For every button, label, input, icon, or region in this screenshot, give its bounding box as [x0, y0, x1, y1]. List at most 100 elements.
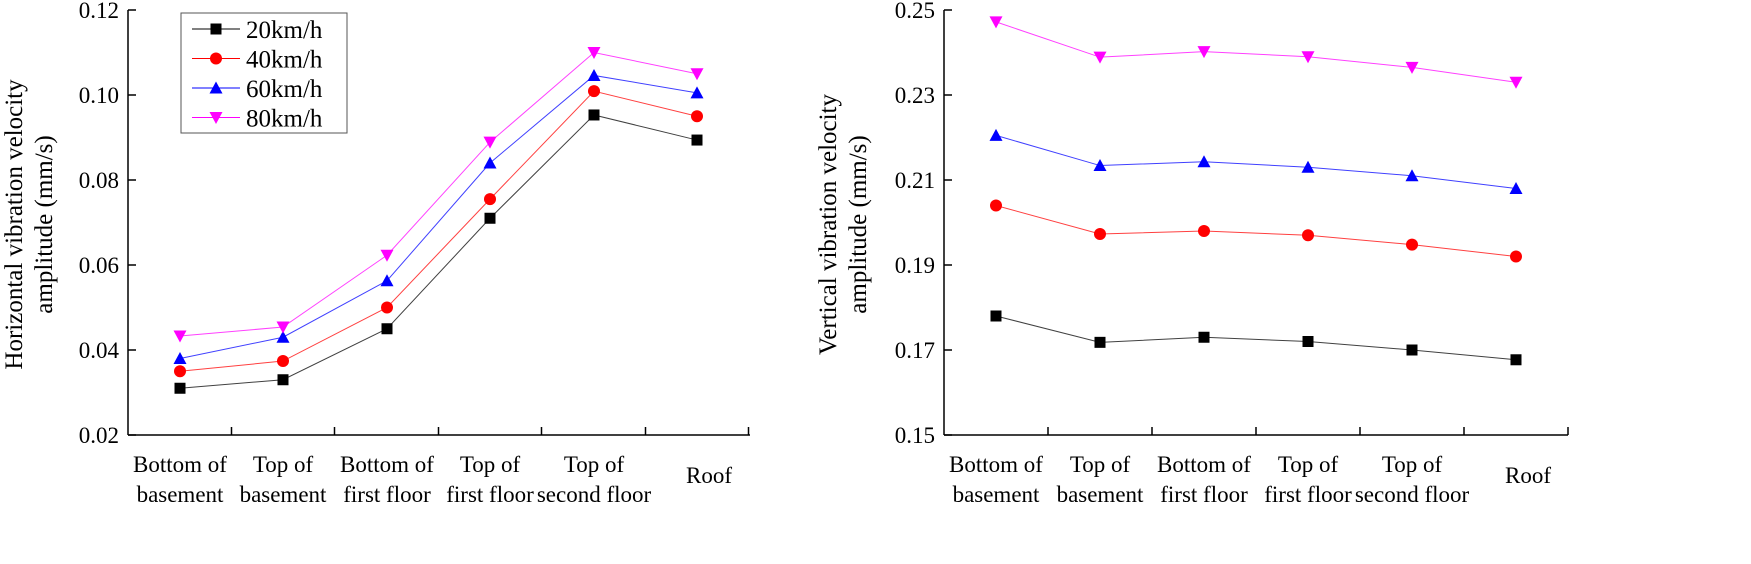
x-tick-label: first floor: [1160, 482, 1248, 507]
data-point: [1406, 344, 1418, 356]
chart-1: 0.02 0.04 0.06 0.08 0.10 0.12 Bottom of basemen…: [1, 0, 750, 507]
y-tick-label: 0.23: [895, 83, 935, 108]
data-point: [483, 136, 497, 149]
x-tick-label: Top of: [460, 452, 521, 477]
data-point: [1094, 227, 1106, 240]
data-point: [277, 355, 289, 368]
series-40km/h: [990, 199, 1522, 263]
data-point: [277, 374, 289, 386]
y-tick-label: 0.17: [895, 338, 935, 363]
series-line: [179, 74, 698, 359]
x-tick-label: Bottom of: [133, 452, 227, 477]
x-tick-label: basement: [240, 482, 327, 507]
y-tick-label: 0.04: [79, 338, 120, 363]
data-point: [1198, 331, 1210, 343]
legend-marker: [210, 52, 222, 65]
data-point: [990, 199, 1002, 212]
data-point: [1093, 159, 1107, 172]
chart-2: 0.15 0.17 0.19 0.21 0.23 0.25 Bottom of basemen…: [815, 0, 1569, 507]
x-tick-label: Bottom of: [949, 452, 1043, 477]
x-tick-label: Top of: [253, 452, 314, 477]
x-tick-label: Top of: [564, 452, 625, 477]
y-axis-title: Horizontal vibration velocity: [1, 79, 28, 370]
data-point: [1197, 155, 1211, 168]
data-point: [174, 365, 186, 378]
y-axis-title: amplitude (mm/s): [845, 135, 872, 313]
series-60km/h: [989, 128, 1523, 194]
data-point: [276, 330, 290, 343]
x-tick-label: second floor: [1355, 482, 1470, 507]
x-tick-label: Roof: [1505, 463, 1551, 488]
legend-marker: [210, 23, 222, 35]
x-tick-label: first floor: [1264, 482, 1352, 507]
legend-box: [180, 12, 348, 134]
series-line: [179, 114, 698, 389]
data-point: [380, 249, 394, 262]
series-80km/h: [173, 47, 704, 343]
data-point: [1509, 182, 1523, 194]
x-tick-label: first floor: [446, 482, 534, 507]
x-tick-label: basement: [953, 482, 1040, 507]
data-point: [1510, 250, 1522, 263]
x-tick-label: basement: [1057, 482, 1144, 507]
y-axis-title: amplitude (mm/s): [31, 135, 58, 313]
data-point: [1406, 238, 1418, 251]
data-point: [484, 212, 496, 224]
y-tick-label: 0.25: [895, 0, 935, 23]
y-tick-label: 0.08: [79, 168, 119, 193]
data-point: [1197, 46, 1211, 59]
x-tick-label: Top of: [1070, 452, 1131, 477]
series-line: [179, 90, 698, 372]
data-point: [1302, 336, 1314, 347]
data-point: [173, 352, 187, 364]
x-tick-label: first floor: [343, 482, 431, 507]
data-point: [989, 128, 1003, 141]
x-tick-label: Roof: [686, 463, 732, 488]
legend-label: 60km/h: [246, 76, 323, 103]
data-point: [1094, 336, 1106, 348]
data-point: [276, 321, 290, 334]
data-point: [588, 109, 600, 121]
y-tick-label: 0.21: [895, 168, 935, 193]
data-point: [483, 156, 497, 169]
data-point: [1301, 160, 1315, 173]
series-20km/h: [174, 109, 703, 394]
x-tick-label: Top of: [1382, 452, 1443, 477]
y-tick-label: 0.12: [79, 0, 119, 23]
data-point: [587, 47, 601, 59]
data-point: [691, 110, 703, 123]
data-point: [1405, 61, 1419, 74]
data-point: [1198, 225, 1210, 237]
data-point: [588, 85, 600, 98]
x-tick-label: Bottom of: [1157, 452, 1251, 477]
data-point: [174, 382, 186, 394]
data-point: [690, 86, 704, 99]
y-tick-label: 0.10: [79, 83, 119, 108]
data-point: [690, 68, 704, 81]
y-tick-label: 0.02: [79, 423, 119, 448]
data-point: [1405, 169, 1419, 182]
data-point: [989, 16, 1003, 29]
data-point: [1093, 51, 1107, 64]
data-point: [1302, 229, 1314, 242]
series-40km/h: [174, 85, 703, 378]
y-tick-label: 0.15: [895, 423, 935, 448]
data-point: [173, 330, 187, 343]
data-point: [381, 301, 393, 314]
data-point: [691, 134, 703, 146]
data-point: [1301, 51, 1315, 64]
data-point: [484, 193, 496, 206]
series-line: [995, 134, 1517, 189]
series-line: [179, 51, 698, 337]
legend-label: 40km/h: [246, 47, 323, 74]
series-80km/h: [989, 16, 1523, 89]
x-tick-label: second floor: [537, 482, 652, 507]
data-point: [380, 274, 394, 287]
data-point: [1510, 354, 1522, 366]
data-point: [381, 323, 393, 335]
x-tick-label: basement: [137, 482, 224, 507]
legend-label: 20km/h: [246, 17, 323, 44]
series-line: [995, 315, 1517, 361]
